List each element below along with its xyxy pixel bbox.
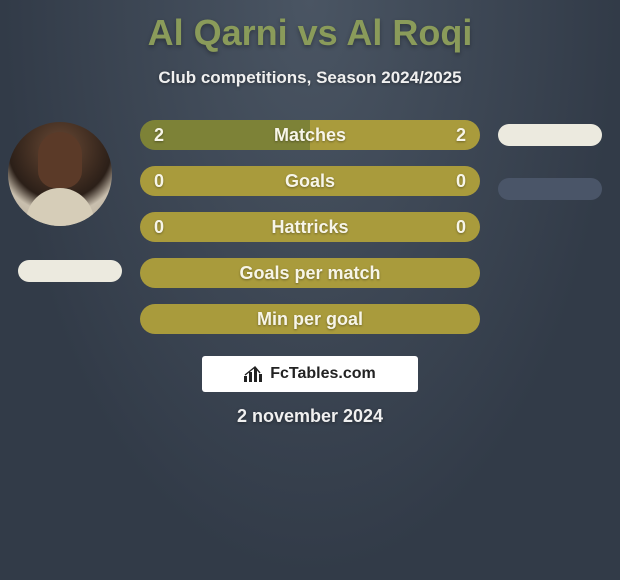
- page-title: Al Qarni vs Al Roqi: [0, 0, 620, 54]
- matches-label: Matches: [274, 125, 346, 146]
- source-logo: FcTables.com: [202, 356, 418, 392]
- name-pill-left: [18, 260, 122, 282]
- stat-rows: 2 Matches 2 0 Goals 0 0 Hattricks 0 Goal…: [140, 120, 480, 350]
- matches-left-value: 2: [154, 125, 164, 146]
- avatar-player-left: [8, 122, 112, 226]
- row-hattricks: 0 Hattricks 0: [140, 212, 480, 242]
- row-goals: 0 Goals 0: [140, 166, 480, 196]
- snapshot-date: 2 november 2024: [0, 406, 620, 427]
- row-min-per-goal: Min per goal: [140, 304, 480, 334]
- logo-text: FcTables.com: [270, 365, 376, 383]
- row-matches: 2 Matches 2: [140, 120, 480, 150]
- name-pill-right-secondary: [498, 178, 602, 200]
- subtitle: Club competitions, Season 2024/2025: [0, 68, 620, 88]
- goals-right-value: 0: [456, 171, 466, 192]
- goals-label: Goals: [285, 171, 335, 192]
- hattricks-right-value: 0: [456, 217, 466, 238]
- hattricks-left-value: 0: [154, 217, 164, 238]
- row-goals-per-match: Goals per match: [140, 258, 480, 288]
- matches-right-value: 2: [456, 125, 466, 146]
- name-pill-right: [498, 124, 602, 146]
- mpg-label: Min per goal: [257, 309, 363, 330]
- goals-left-value: 0: [154, 171, 164, 192]
- gpm-label: Goals per match: [239, 263, 380, 284]
- hattricks-label: Hattricks: [271, 217, 348, 238]
- bar-chart-icon: [244, 366, 264, 382]
